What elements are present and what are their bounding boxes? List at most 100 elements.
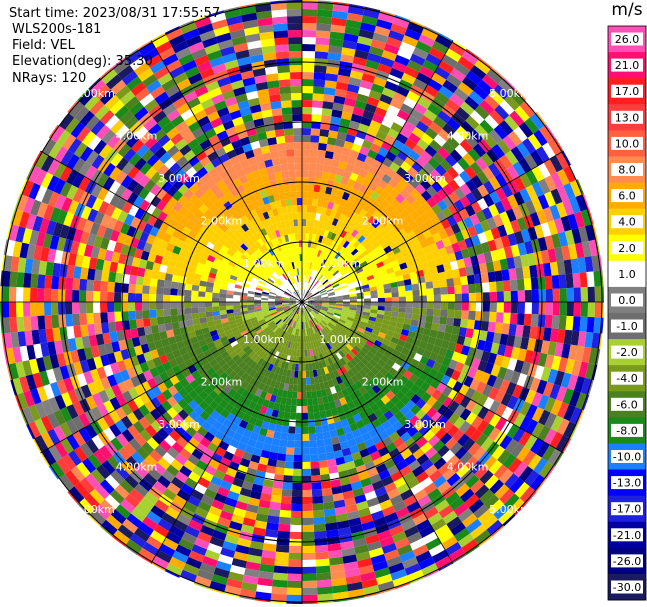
noise-gate [277,530,290,539]
noise-gate [375,523,390,535]
velocity-gate [313,306,321,311]
velocity-gate [312,318,317,326]
noise-gate [323,501,335,510]
velocity-gate [321,352,328,360]
velocity-gate [189,214,200,225]
noise-gate [333,312,341,317]
velocity-gate [208,236,218,246]
velocity-gate [354,435,365,445]
noise-gate [103,364,114,377]
noise-gate [214,492,228,504]
noise-gate [34,169,48,186]
velocity-gate [373,257,383,265]
velocity-gate [424,375,435,386]
velocity-gate [352,181,362,191]
noise-gate [256,584,273,594]
velocity-gate [284,340,290,348]
velocity-gate [201,269,210,277]
velocity-gate [375,169,386,180]
noise-gate [302,120,312,129]
velocity-gate [308,363,313,371]
velocity-gate [177,302,185,309]
velocity-gate [339,357,347,366]
noise-gate [444,244,455,255]
velocity-gate [393,410,405,421]
velocity-gate [353,279,361,285]
noise-gate [237,129,249,140]
velocity-gate [347,400,356,410]
noise-gate [510,346,521,360]
noise-gate [152,555,169,570]
noise-gate [188,121,201,133]
noise-gate [461,364,471,376]
velocity-gate [332,315,340,321]
velocity-gate [289,299,297,302]
velocity-gate [357,270,365,277]
noise-gate [103,400,115,414]
noise-gate [59,422,73,438]
noise-gate [154,499,170,513]
velocity-gate [399,405,411,416]
noise-gate [154,444,167,458]
velocity-gate [405,296,413,302]
velocity-gate [304,314,308,322]
noise-gate [541,445,556,462]
velocity-gate [349,296,357,300]
noise-gate [110,470,125,485]
velocity-gate [339,440,350,450]
velocity-gate [434,371,445,382]
noise-gate [229,29,246,40]
noise-gate [273,431,282,440]
noise-gate [78,161,92,177]
velocity-gate [256,314,264,320]
noise-gate [182,563,200,576]
velocity-gate [228,319,237,326]
noise-gate [458,267,467,277]
velocity-gate [289,296,297,300]
noise-gate [214,69,229,81]
noise-gate [536,441,550,458]
velocity-gate [303,289,306,297]
noise-gate [176,155,189,168]
noise-gate [554,217,565,234]
velocity-gate [147,252,157,263]
noise-gate [111,251,121,263]
noise-gate [228,571,244,582]
velocity-gate [245,366,254,375]
velocity-gate [243,398,252,408]
velocity-gate [341,348,349,356]
velocity-gate [324,351,331,359]
noise-gate [137,40,152,51]
velocity-gate [341,287,349,292]
velocity-gate [446,317,455,326]
velocity-gate [236,217,245,227]
noise-gate [254,306,262,310]
noise-gate [523,278,532,291]
noise-gate [129,355,140,367]
velocity-gate [269,332,277,340]
velocity-gate [325,451,336,460]
noise-gate [170,115,185,128]
noise-gate [462,152,476,167]
noise-gate [403,370,413,380]
noise-gate [121,161,135,175]
velocity-gate [221,321,230,328]
noise-gate [131,257,141,268]
noise-gate [547,448,562,466]
velocity-gate [291,334,295,343]
velocity-gate [390,316,398,323]
noise-gate [483,134,498,149]
noise-gate [367,52,382,64]
noise-gate [302,566,317,574]
noise-gate [289,319,294,327]
velocity-gate [332,203,340,212]
noise-gate [155,40,173,55]
noise-gate [259,405,268,415]
velocity-gate [341,403,350,413]
noise-gate [127,399,139,412]
noise-gate [407,569,424,583]
velocity-gate [281,265,287,273]
velocity-gate [290,296,297,300]
velocity-gate [342,169,352,179]
noise-gate [513,398,525,413]
